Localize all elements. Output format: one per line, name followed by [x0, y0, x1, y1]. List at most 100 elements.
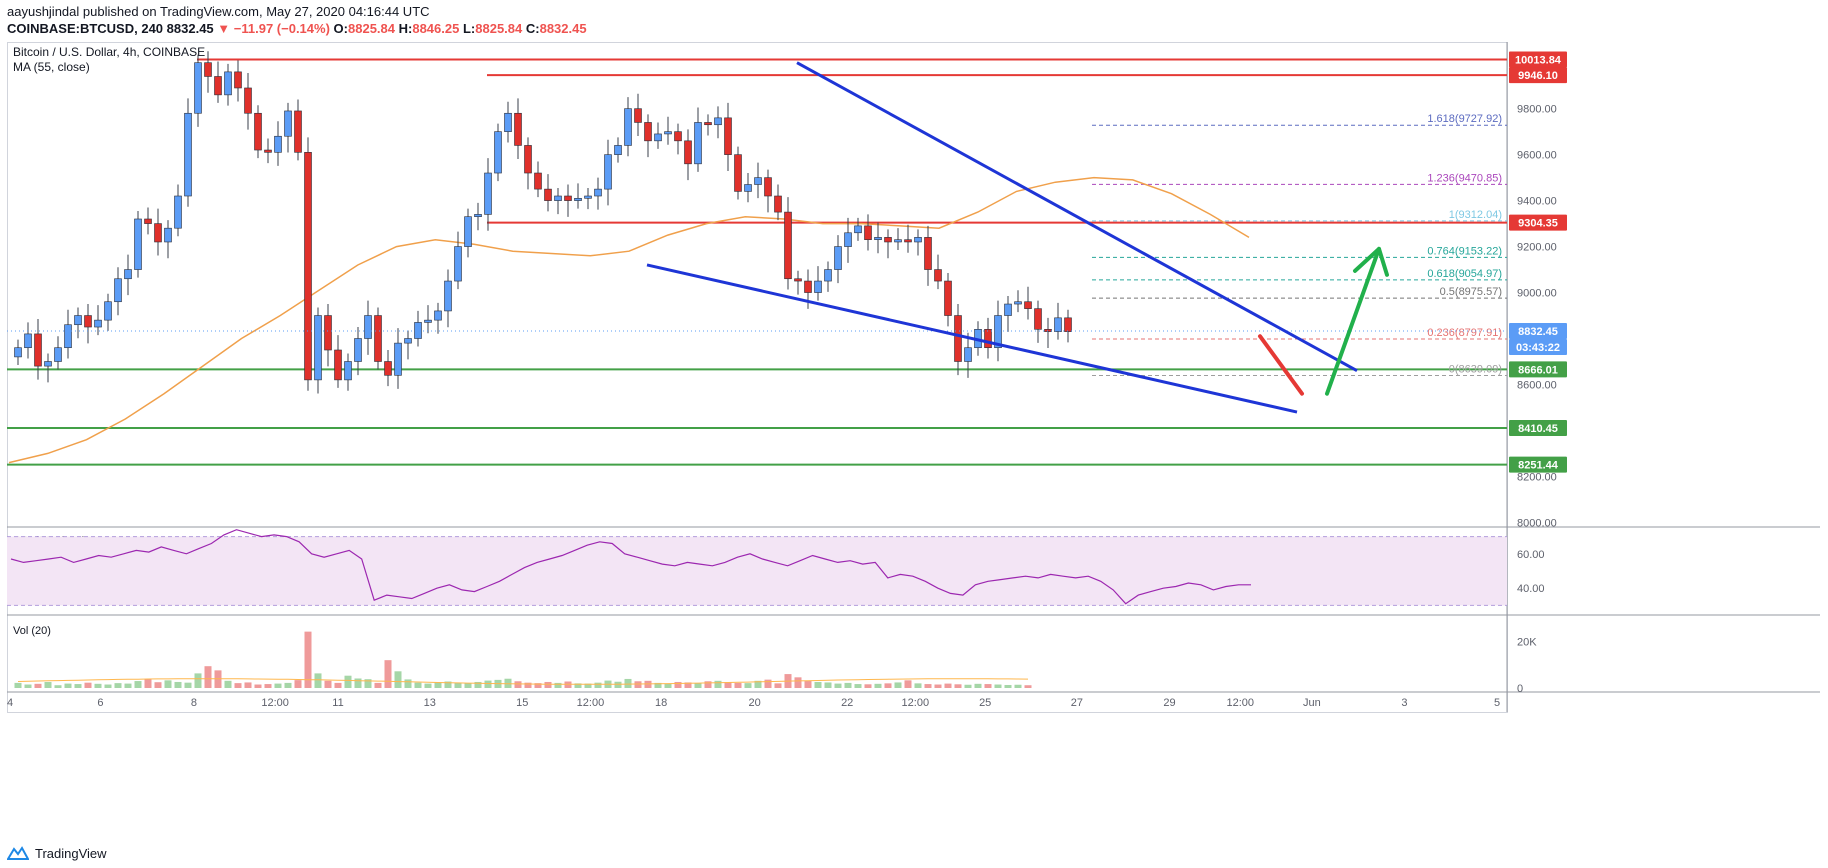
low-value: 8825.84 — [475, 21, 523, 36]
price-label: 03:43:22 — [1516, 342, 1560, 354]
candle-body — [984, 329, 992, 349]
price-label: 9304.35 — [1518, 218, 1558, 230]
candle-body — [44, 361, 52, 367]
candle-body — [704, 122, 712, 126]
volume-bar — [944, 683, 952, 688]
candle-body — [124, 269, 132, 280]
candle-body — [784, 211, 792, 280]
volume-bar — [1024, 685, 1032, 688]
volume-bar — [974, 683, 982, 688]
x-tick-label: 11 — [332, 697, 343, 709]
candle-body — [654, 133, 662, 142]
volume-bar — [224, 680, 232, 688]
volume-bar — [754, 680, 762, 688]
volume-bar — [584, 683, 592, 688]
volume-bar — [14, 682, 22, 688]
symbol-name: COINBASE:BTCUSD, 240 — [7, 21, 164, 36]
volume-bar — [464, 683, 472, 688]
fib-level-label: 0.236(8797.91) — [1427, 327, 1502, 339]
volume-bar — [674, 681, 682, 688]
volume-bar — [164, 680, 172, 688]
last-price: 8832.45 — [166, 21, 214, 36]
footer-brand: TradingView — [35, 845, 107, 861]
volume-bar — [174, 681, 182, 688]
x-tick-label: 12:00 — [261, 697, 289, 709]
volume-bar — [694, 683, 702, 688]
price-label-box — [1509, 67, 1567, 84]
volume-bar — [394, 671, 402, 688]
x-tick-label: 6 — [97, 697, 103, 709]
volume-bar — [774, 683, 782, 688]
candle-body — [774, 195, 782, 213]
candle-body — [1064, 317, 1072, 332]
volume-bar — [704, 681, 712, 688]
volume-bar — [44, 681, 52, 688]
price-label: 8251.44 — [1518, 460, 1559, 472]
candle-body — [394, 342, 402, 376]
volume-bar — [324, 680, 332, 688]
candle-body — [714, 117, 722, 126]
fib-level-label: 1.618(9727.92) — [1427, 113, 1502, 125]
candle-body — [74, 315, 82, 326]
candle-body — [934, 269, 942, 282]
volume-bar — [104, 684, 112, 688]
price-label: 8832.45 — [1518, 326, 1558, 338]
fib-level-label: 0.618(9054.97) — [1427, 268, 1502, 280]
candle-body — [764, 177, 772, 197]
chart-container[interactable]: Bitcoin / U.S. Dollar, 4h, COINBASE MA (5… — [7, 42, 1820, 842]
x-tick-label: 8 — [191, 697, 197, 709]
x-tick-label: 25 — [979, 697, 991, 709]
volume-bar — [534, 683, 542, 688]
y-tick-label: 8600.00 — [1517, 379, 1557, 391]
candle-body — [674, 131, 682, 142]
candle-body — [184, 112, 192, 197]
candle-body — [304, 152, 312, 381]
candle-body — [554, 195, 562, 201]
volume-bar — [1004, 684, 1012, 688]
volume-bar — [964, 684, 972, 688]
volume-bar — [654, 682, 662, 688]
candle-body — [324, 315, 332, 351]
candle-body — [344, 361, 352, 381]
candle-body — [944, 280, 952, 316]
volume-bar — [904, 680, 912, 688]
y-tick-label: 8000.00 — [1517, 517, 1557, 529]
volume-bar — [364, 679, 372, 688]
volume-bar — [254, 684, 262, 688]
candle-body — [84, 315, 92, 328]
candle-body — [174, 195, 182, 229]
volume-bar — [424, 683, 432, 688]
volume-bar — [434, 682, 442, 688]
x-tick-label: 12:00 — [1226, 697, 1254, 709]
volume-bar — [134, 681, 142, 688]
volume-bar — [924, 684, 932, 688]
volume-bar — [634, 681, 642, 688]
volume-bar — [474, 681, 482, 688]
candle-body — [464, 216, 472, 247]
volume-bar — [724, 682, 732, 688]
volume-bar — [354, 678, 362, 688]
candle-body — [244, 87, 252, 114]
change-down-icon: ▼ — [217, 21, 231, 36]
price-label-box — [1509, 339, 1567, 356]
volume-bar — [54, 685, 62, 688]
candle-body — [224, 71, 232, 96]
up-arrow — [1325, 246, 1381, 396]
x-tick-label: 12:00 — [577, 697, 605, 709]
volume-bar — [874, 683, 882, 688]
volume-bar — [114, 683, 122, 688]
price-label-box — [1509, 420, 1567, 437]
candle-body — [434, 310, 442, 321]
volume-bar — [294, 680, 302, 688]
volume-bar — [284, 682, 292, 688]
chart-title: Bitcoin / U.S. Dollar, 4h, COINBASE — [13, 45, 205, 59]
candle-body — [234, 71, 242, 89]
volume-tick-label: 20K — [1517, 637, 1537, 649]
x-tick-label: 5 — [1494, 697, 1500, 709]
volume-bar — [74, 684, 82, 688]
volume-bar — [954, 684, 962, 688]
volume-legend: Vol (20) — [13, 625, 51, 637]
candle-body — [924, 237, 932, 270]
symbol-info: COINBASE:BTCUSD, 240 8832.45 ▼ −11.97 (−… — [7, 21, 587, 36]
